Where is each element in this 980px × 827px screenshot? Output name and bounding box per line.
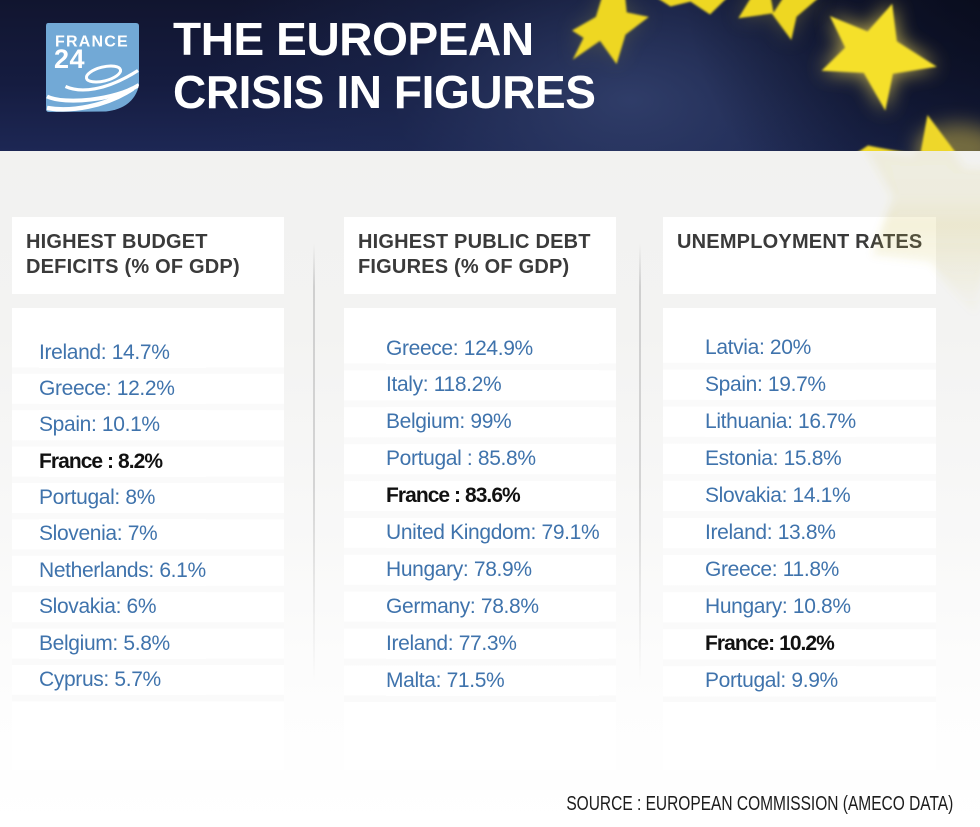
svg-text:FRANCE: FRANCE [55,34,129,51]
svg-text:24: 24 [54,44,85,74]
